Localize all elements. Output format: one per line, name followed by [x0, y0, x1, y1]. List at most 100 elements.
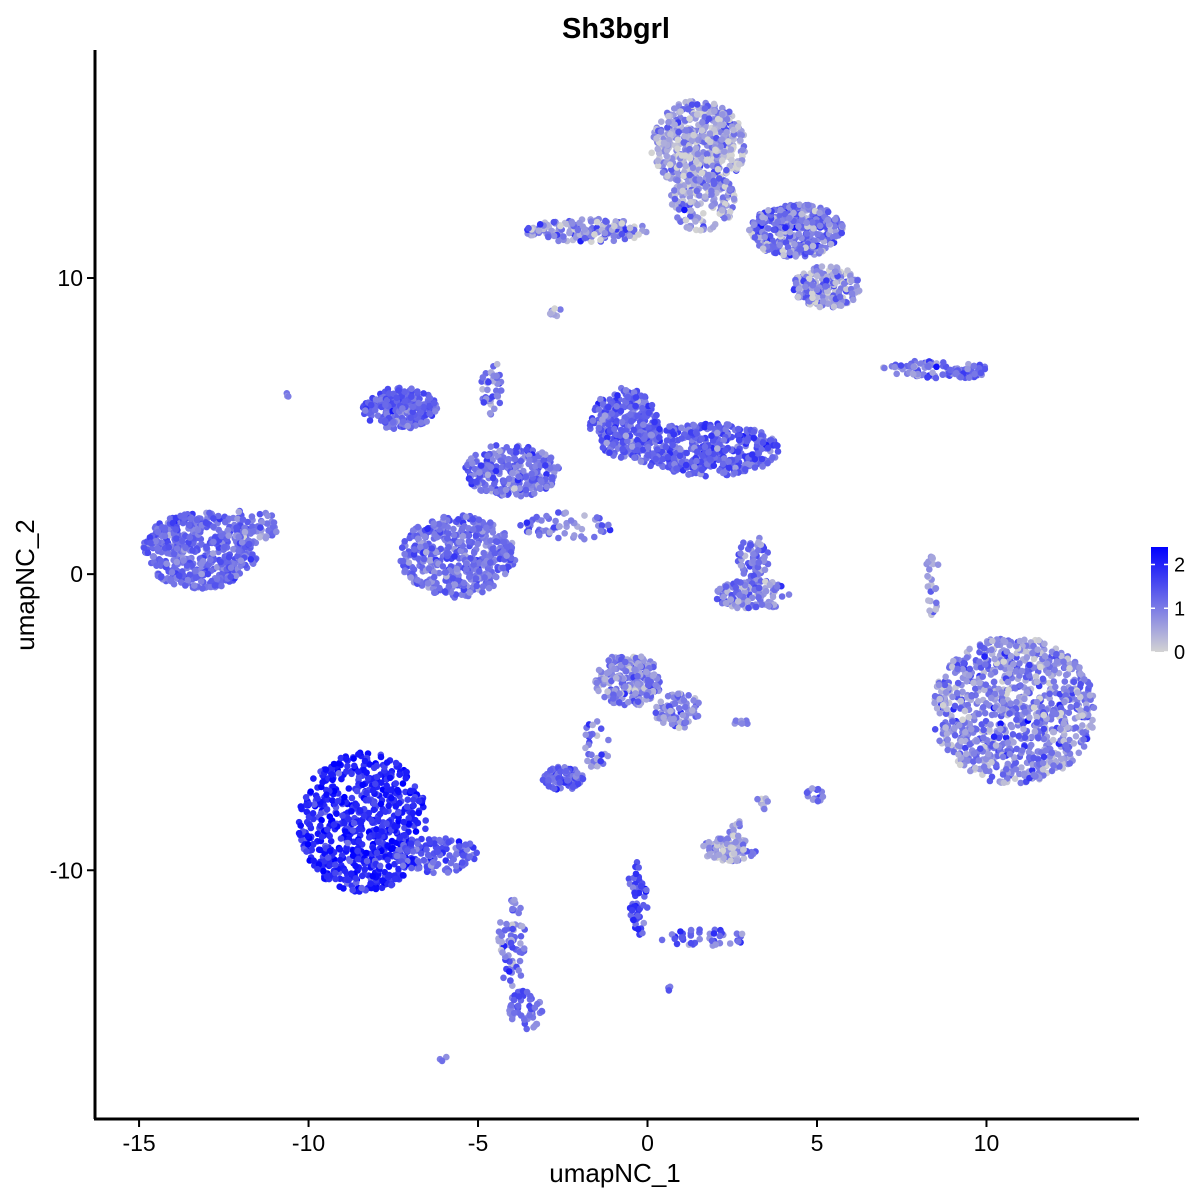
data-point [199, 585, 206, 592]
data-point [676, 452, 684, 460]
data-point [307, 788, 315, 795]
data-point [401, 567, 409, 574]
data-point [172, 526, 180, 533]
data-point [663, 437, 671, 444]
data-point [591, 231, 598, 238]
data-point [597, 236, 604, 244]
data-point [420, 390, 427, 397]
data-point [158, 573, 165, 580]
data-point [298, 836, 305, 844]
data-point [455, 538, 463, 546]
data-point [348, 770, 355, 778]
data-point [774, 218, 781, 226]
data-point [457, 547, 465, 555]
data-point [523, 446, 530, 454]
data-point [686, 153, 694, 161]
data-point [517, 522, 524, 529]
data-point [173, 545, 181, 552]
data-point [479, 588, 486, 596]
data-point [425, 565, 433, 572]
data-point [708, 187, 715, 195]
data-point [841, 280, 848, 287]
data-point [794, 293, 802, 301]
data-point [436, 836, 443, 844]
data-point [496, 399, 504, 407]
data-point [677, 108, 684, 115]
data-point [352, 875, 360, 882]
data-point [175, 572, 183, 579]
data-point [780, 251, 787, 259]
data-point [557, 222, 564, 230]
data-point [425, 852, 433, 859]
data-point [714, 166, 722, 173]
data-point [804, 201, 812, 209]
data-point [373, 849, 381, 857]
data-point [363, 857, 371, 865]
data-point [698, 466, 706, 474]
data-point [420, 856, 428, 864]
data-point [790, 202, 797, 210]
data-point [543, 483, 551, 491]
data-point [234, 515, 241, 523]
data-point [337, 835, 345, 842]
data-point [798, 210, 805, 218]
data-point [452, 862, 460, 870]
data-point [422, 817, 430, 824]
data-point [168, 569, 176, 576]
data-point [619, 445, 626, 453]
data-point [718, 157, 726, 164]
data-point [809, 242, 817, 250]
data-point [412, 816, 419, 824]
data-point [181, 511, 188, 518]
data-point [632, 402, 639, 410]
data-point [444, 535, 451, 542]
data-point [665, 112, 672, 120]
data-point [416, 543, 424, 551]
data-point [396, 834, 404, 842]
data-point [409, 403, 417, 411]
data-point [509, 925, 516, 933]
data-point [765, 207, 772, 214]
data-point [410, 796, 417, 804]
data-point [191, 582, 198, 589]
data-point [839, 222, 846, 230]
data-point [310, 775, 317, 782]
data-point [608, 410, 616, 417]
data-point [750, 428, 758, 436]
data-point [611, 425, 618, 433]
data-point [264, 512, 272, 520]
data-point [645, 409, 653, 417]
data-point [718, 111, 726, 118]
data-point [701, 443, 709, 451]
data-point [154, 528, 162, 536]
data-point [363, 769, 370, 776]
data-point [764, 444, 772, 452]
data-point [273, 528, 280, 536]
data-point [376, 862, 384, 870]
data-point [708, 202, 715, 210]
data-point [671, 105, 678, 112]
data-point [408, 864, 415, 872]
data-point [705, 449, 712, 456]
data-point [849, 296, 857, 304]
data-point [495, 937, 503, 945]
data-point [326, 847, 334, 855]
data-point [977, 369, 985, 377]
data-point [517, 933, 525, 940]
data-point [854, 277, 861, 284]
data-point [538, 449, 546, 456]
data-point [417, 419, 425, 427]
data-point [414, 523, 422, 531]
data-point [581, 234, 589, 242]
data-point [332, 875, 339, 883]
data-point [505, 455, 512, 463]
data-point [778, 593, 786, 600]
data-point [726, 186, 734, 193]
data-point [507, 977, 514, 984]
data-point [723, 166, 730, 174]
data-point [606, 449, 613, 457]
data-point [644, 451, 652, 459]
data-point [831, 216, 839, 223]
data-point [587, 218, 595, 225]
data-point [699, 119, 706, 126]
